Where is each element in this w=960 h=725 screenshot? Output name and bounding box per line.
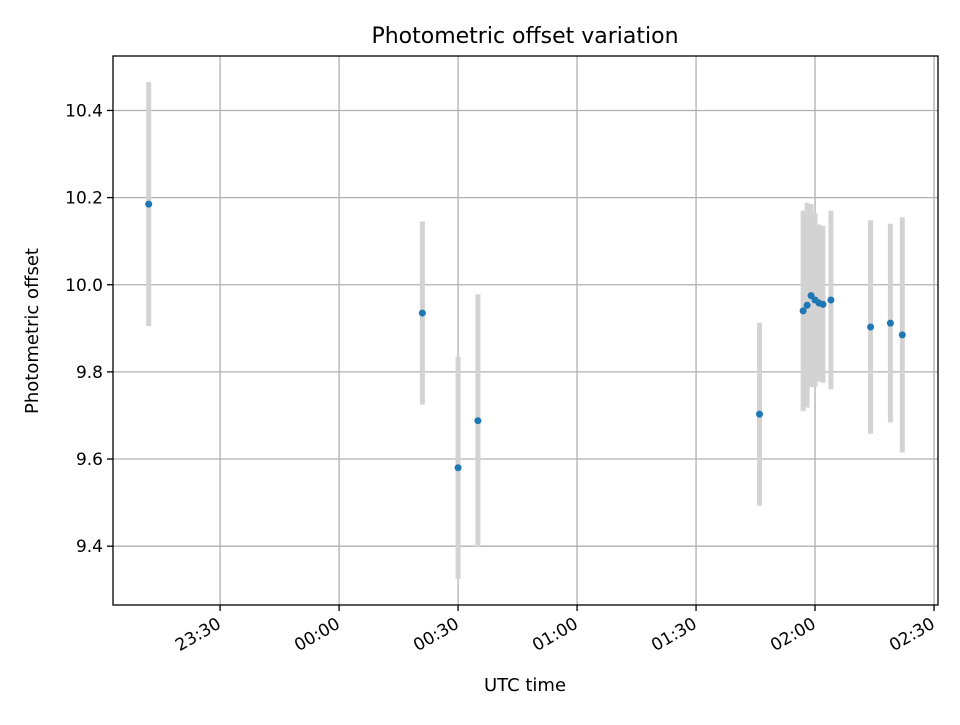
data-point xyxy=(474,417,482,425)
chart-title: Photometric offset variation xyxy=(371,24,678,49)
y-tick-label: 10.2 xyxy=(65,189,103,209)
y-axis-label: Photometric offset xyxy=(22,248,43,414)
y-tick-label: 9.4 xyxy=(76,537,103,557)
plot-area-frame xyxy=(112,55,939,606)
data-point xyxy=(819,300,827,308)
data-point xyxy=(867,323,875,331)
data-point xyxy=(756,410,764,418)
y-tick-label: 9.8 xyxy=(76,363,103,383)
data-point xyxy=(803,301,811,309)
data-point xyxy=(145,200,153,208)
grid-lines xyxy=(113,56,938,605)
data-point xyxy=(898,331,906,339)
y-axis-ticks: 9.4 9.6 9.8 10.0 10.2 10.4 xyxy=(65,101,113,557)
data-point xyxy=(799,307,807,315)
data-point xyxy=(418,309,426,317)
y-tick-label: 9.6 xyxy=(76,450,103,470)
x-axis-label: UTC time xyxy=(484,675,566,696)
data-points xyxy=(145,200,906,472)
data-point xyxy=(827,296,835,304)
data-point xyxy=(886,319,894,327)
y-tick-label: 10.4 xyxy=(65,101,103,121)
y-tick-label: 10.0 xyxy=(65,276,103,296)
data-point xyxy=(454,464,462,472)
